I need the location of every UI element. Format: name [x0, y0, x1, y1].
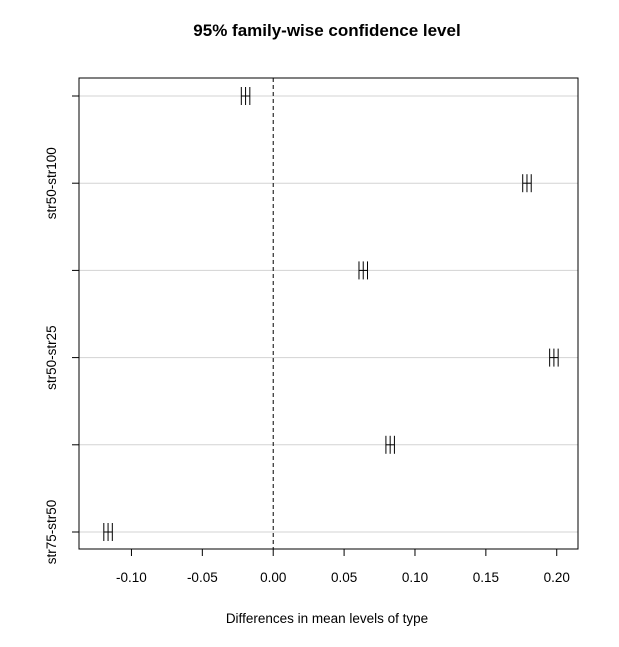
y-tick-label: str50-str100	[44, 147, 59, 219]
x-axis: -0.10 -0.05 0.00 0.05 0.10 0.15 0.20	[116, 549, 570, 585]
interval	[522, 174, 532, 193]
interval	[358, 261, 368, 280]
intervals	[103, 87, 559, 541]
interval	[240, 87, 251, 105]
y-axis: str50-str100 str50-str25 str75-str50	[44, 95, 79, 565]
interval	[385, 435, 395, 454]
plot-frame	[78, 77, 579, 550]
x-tick-label: -0.10	[116, 570, 147, 585]
x-tick-label: 0.20	[544, 570, 570, 585]
x-tick-label: 0.15	[473, 570, 499, 585]
x-tick-label: -0.05	[187, 570, 218, 585]
chart-title: 95% family-wise confidence level	[193, 21, 460, 40]
x-axis-label: Differences in mean levels of type	[226, 611, 428, 626]
y-tick-label: str75-str50	[44, 500, 59, 565]
interval	[103, 523, 113, 541]
grid	[79, 95, 578, 533]
y-tick-label: str50-str25	[44, 325, 59, 390]
x-tick-label: 0.10	[402, 570, 428, 585]
x-tick-label: 0.05	[331, 570, 357, 585]
interval	[549, 348, 559, 367]
x-tick-label: 0.00	[260, 570, 286, 585]
